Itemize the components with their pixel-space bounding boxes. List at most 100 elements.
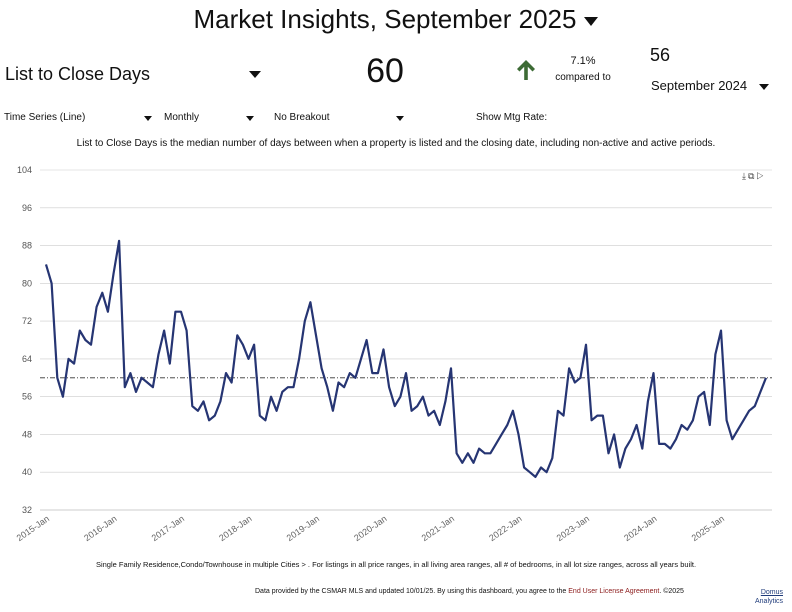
data-point[interactable] <box>690 418 695 423</box>
data-point[interactable] <box>533 474 538 479</box>
data-point[interactable] <box>415 404 420 409</box>
data-point[interactable] <box>179 309 184 314</box>
data-point[interactable] <box>724 418 729 423</box>
data-point[interactable] <box>240 342 245 347</box>
data-point[interactable] <box>375 371 380 376</box>
data-point[interactable] <box>94 304 99 309</box>
data-point[interactable] <box>488 451 493 456</box>
data-point[interactable] <box>100 290 105 295</box>
data-point[interactable] <box>184 328 189 333</box>
data-point[interactable] <box>668 446 673 451</box>
data-point[interactable] <box>167 361 172 366</box>
metric-dropdown[interactable]: List to Close Days <box>5 64 267 85</box>
data-point[interactable] <box>539 465 544 470</box>
data-point[interactable] <box>353 375 358 380</box>
copy-icon[interactable]: ⧉ <box>747 171 757 181</box>
data-point[interactable] <box>72 361 77 366</box>
data-point[interactable] <box>145 380 150 385</box>
data-point[interactable] <box>674 437 679 442</box>
data-point[interactable] <box>392 404 397 409</box>
data-point[interactable] <box>381 347 386 352</box>
data-point[interactable] <box>764 375 769 380</box>
data-point[interactable] <box>572 380 577 385</box>
data-point[interactable] <box>162 328 167 333</box>
data-point[interactable] <box>578 375 583 380</box>
data-point[interactable] <box>685 427 690 432</box>
data-point[interactable] <box>128 371 133 376</box>
data-point[interactable] <box>246 356 251 361</box>
data-point[interactable] <box>269 394 274 399</box>
data-point[interactable] <box>387 385 392 390</box>
data-point[interactable] <box>134 389 139 394</box>
data-point[interactable] <box>190 404 195 409</box>
data-point[interactable] <box>465 451 470 456</box>
data-point[interactable] <box>550 456 555 461</box>
license-link[interactable]: End User License Agreement <box>568 588 660 595</box>
data-point[interactable] <box>156 352 161 357</box>
data-point[interactable] <box>443 399 448 404</box>
data-point[interactable] <box>662 441 667 446</box>
data-point[interactable] <box>482 451 487 456</box>
data-point[interactable] <box>207 418 212 423</box>
data-point[interactable] <box>600 413 605 418</box>
data-point[interactable] <box>257 413 262 418</box>
data-point[interactable] <box>229 380 234 385</box>
data-point[interactable] <box>477 446 482 451</box>
data-point[interactable] <box>437 423 442 428</box>
data-point[interactable] <box>297 356 302 361</box>
data-point[interactable] <box>567 366 572 371</box>
data-point[interactable] <box>679 423 684 428</box>
data-point[interactable] <box>426 413 431 418</box>
data-point[interactable] <box>263 418 268 423</box>
data-point[interactable] <box>657 441 662 446</box>
data-point[interactable] <box>89 342 94 347</box>
data-point[interactable] <box>735 427 740 432</box>
compare-period-dropdown[interactable]: September 2024 <box>651 78 769 93</box>
download-icon[interactable]: ⤓ <box>742 171 748 181</box>
data-point[interactable] <box>342 385 347 390</box>
data-point[interactable] <box>201 399 206 404</box>
data-point[interactable] <box>364 338 369 343</box>
data-point[interactable] <box>522 465 527 470</box>
data-point[interactable] <box>44 262 49 267</box>
data-point[interactable] <box>224 371 229 376</box>
data-point[interactable] <box>105 309 110 314</box>
data-point[interactable] <box>544 470 549 475</box>
data-point[interactable] <box>752 404 757 409</box>
data-point[interactable] <box>83 338 88 343</box>
data-point[interactable] <box>561 413 566 418</box>
data-point[interactable] <box>454 451 459 456</box>
data-point[interactable] <box>195 408 200 413</box>
data-point[interactable] <box>505 423 510 428</box>
data-point[interactable] <box>612 432 617 437</box>
data-point[interactable] <box>49 281 54 286</box>
data-point[interactable] <box>218 399 223 404</box>
data-point[interactable] <box>617 465 622 470</box>
data-point[interactable] <box>651 371 656 376</box>
data-point[interactable] <box>150 385 155 390</box>
data-point[interactable] <box>404 371 409 376</box>
data-point[interactable] <box>713 352 718 357</box>
data-point[interactable] <box>696 394 701 399</box>
data-point[interactable] <box>55 375 60 380</box>
interval-dropdown[interactable]: Monthly <box>164 112 256 123</box>
data-point[interactable] <box>398 394 403 399</box>
data-point[interactable] <box>302 319 307 324</box>
show-mtg-rate-toggle[interactable]: Show Mtg Rate: <box>476 112 547 123</box>
data-point[interactable] <box>555 408 560 413</box>
data-point[interactable] <box>584 342 589 347</box>
data-point[interactable] <box>741 418 746 423</box>
data-point[interactable] <box>595 413 600 418</box>
data-point[interactable] <box>702 389 707 394</box>
expand-icon[interactable]: ▷ <box>756 171 766 181</box>
data-point[interactable] <box>758 389 763 394</box>
data-point[interactable] <box>111 271 116 276</box>
data-point[interactable] <box>730 437 735 442</box>
data-point[interactable] <box>308 300 313 305</box>
data-point[interactable] <box>314 333 319 338</box>
data-point[interactable] <box>634 423 639 428</box>
data-point[interactable] <box>139 375 144 380</box>
data-point[interactable] <box>623 446 628 451</box>
data-point[interactable] <box>747 408 752 413</box>
data-point[interactable] <box>173 309 178 314</box>
